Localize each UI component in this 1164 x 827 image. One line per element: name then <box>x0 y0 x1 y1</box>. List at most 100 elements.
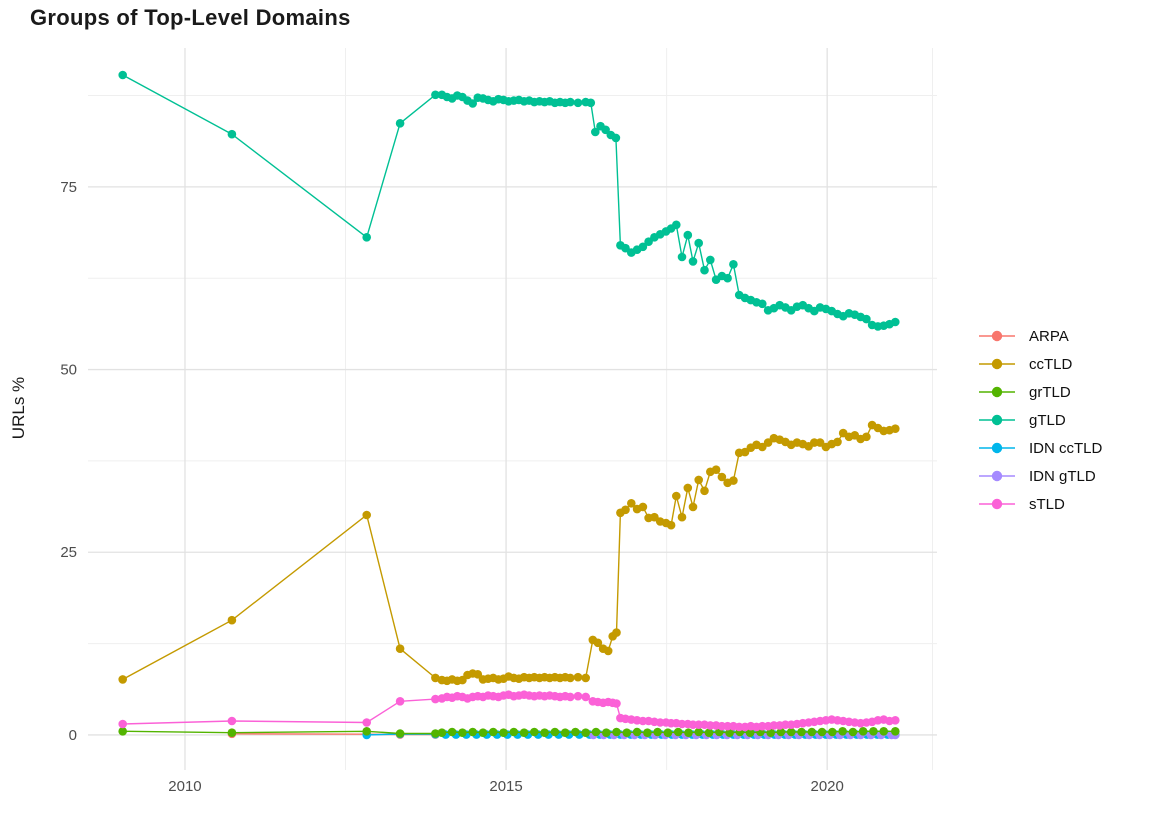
data-point <box>227 728 237 737</box>
data-point <box>683 483 693 493</box>
data-point <box>431 673 440 683</box>
data-point <box>694 238 703 248</box>
series-cctld <box>118 420 900 686</box>
data-point <box>458 728 467 737</box>
data-point <box>848 727 858 737</box>
legend-label: ARPA <box>1029 327 1069 345</box>
legend-key-icon <box>979 498 1015 510</box>
data-point <box>593 638 603 648</box>
data-point <box>711 465 721 475</box>
data-point <box>663 728 673 737</box>
data-point <box>227 615 237 625</box>
legend-label: ccTLD <box>1029 355 1073 373</box>
data-point <box>833 437 842 447</box>
data-point <box>729 260 738 269</box>
legend-key-icon <box>979 414 1015 426</box>
data-point <box>672 220 681 230</box>
data-point <box>638 502 648 512</box>
legend-key-icon <box>979 358 1015 370</box>
data-point <box>786 727 796 737</box>
data-point <box>601 125 610 135</box>
data-point <box>612 727 621 737</box>
data-point <box>591 127 600 137</box>
data-point <box>530 727 539 737</box>
data-point <box>807 727 817 737</box>
data-point <box>566 673 575 683</box>
data-point <box>566 97 575 107</box>
data-point <box>723 273 732 283</box>
data-point <box>758 299 767 309</box>
data-point <box>395 119 405 128</box>
data-point <box>395 644 405 653</box>
legend-key-icon <box>979 470 1015 482</box>
data-point <box>862 314 871 324</box>
legend-label: IDN gTLD <box>1029 467 1096 485</box>
data-point <box>362 727 372 736</box>
data-point <box>611 133 621 143</box>
data-point <box>603 646 613 656</box>
data-point <box>891 424 900 434</box>
data-point <box>653 727 662 737</box>
data-point <box>571 727 580 737</box>
data-point <box>362 233 372 242</box>
legend-label: IDN ccTLD <box>1029 439 1103 457</box>
data-point <box>683 230 693 240</box>
data-point <box>745 728 755 737</box>
data-point <box>118 719 127 729</box>
data-point <box>673 727 683 737</box>
legend-entry-arpa: ARPA <box>978 322 1102 350</box>
data-point <box>638 242 648 252</box>
data-point <box>499 728 508 737</box>
data-point <box>891 317 900 327</box>
data-point <box>560 728 570 737</box>
legend-entry-idn-gtld: IDN gTLD <box>978 462 1102 490</box>
data-point <box>478 728 488 737</box>
data-point <box>437 728 447 737</box>
data-point <box>694 727 703 737</box>
data-point <box>602 728 611 737</box>
chart-title: Groups of Top-Level Domains <box>30 5 351 30</box>
series-line <box>122 74 896 328</box>
data-point <box>632 727 642 737</box>
data-point <box>431 90 440 100</box>
data-point <box>717 472 727 482</box>
data-point <box>612 699 621 708</box>
y-tick-label: 25 <box>60 544 77 561</box>
data-point <box>431 694 440 704</box>
data-point <box>700 265 709 275</box>
legend-key-icon <box>979 442 1015 454</box>
data-point <box>706 255 715 265</box>
data-point <box>817 727 827 737</box>
legend-label: gTLD <box>1029 411 1066 429</box>
series-gtld <box>118 70 900 331</box>
data-point <box>891 716 900 725</box>
data-point <box>550 727 560 737</box>
data-point <box>581 728 590 737</box>
data-point <box>362 510 372 520</box>
data-point <box>776 727 786 737</box>
data-point <box>879 727 888 736</box>
x-tick-label: 2010 <box>168 778 201 795</box>
data-point <box>118 727 127 736</box>
data-point <box>766 728 775 737</box>
data-point <box>395 697 405 706</box>
legend-label: grTLD <box>1029 383 1071 401</box>
data-point <box>684 728 693 737</box>
data-point <box>581 673 590 683</box>
data-point <box>828 727 837 737</box>
legend-key-icon <box>979 386 1015 398</box>
data-point <box>468 99 478 108</box>
legend-key-icon <box>979 330 1015 342</box>
y-tick-label: 0 <box>69 727 77 744</box>
y-tick-label: 50 <box>60 362 77 379</box>
data-point <box>869 727 878 736</box>
data-point <box>488 727 498 737</box>
data-point <box>729 476 738 485</box>
data-point <box>891 727 900 736</box>
y-tick-label: 75 <box>60 179 77 196</box>
data-point <box>862 432 871 442</box>
data-point <box>566 692 575 702</box>
data-point <box>688 502 698 512</box>
